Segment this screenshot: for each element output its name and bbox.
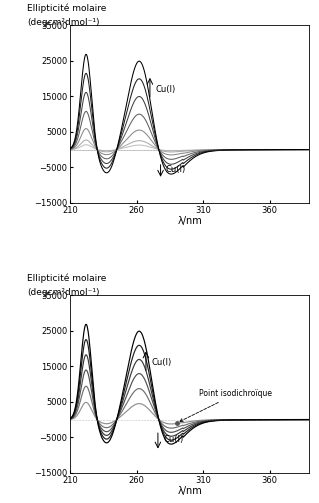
Text: Cu(I): Cu(I) — [155, 85, 175, 94]
Text: Point isodichroïque: Point isodichroïque — [180, 389, 272, 422]
X-axis label: λ/nm: λ/nm — [177, 486, 202, 496]
Text: Ellipticité molaire: Ellipticité molaire — [27, 4, 107, 14]
Text: Cu(I): Cu(I) — [166, 164, 186, 174]
Text: (degcm²dmol⁻¹): (degcm²dmol⁻¹) — [27, 288, 100, 297]
Text: Ellipticité molaire: Ellipticité molaire — [27, 274, 107, 283]
Text: (degcm²dmol⁻¹): (degcm²dmol⁻¹) — [27, 18, 100, 27]
Text: Cu(I): Cu(I) — [151, 358, 172, 367]
Text: Cu(I): Cu(I) — [163, 435, 183, 444]
X-axis label: λ/nm: λ/nm — [177, 216, 202, 226]
